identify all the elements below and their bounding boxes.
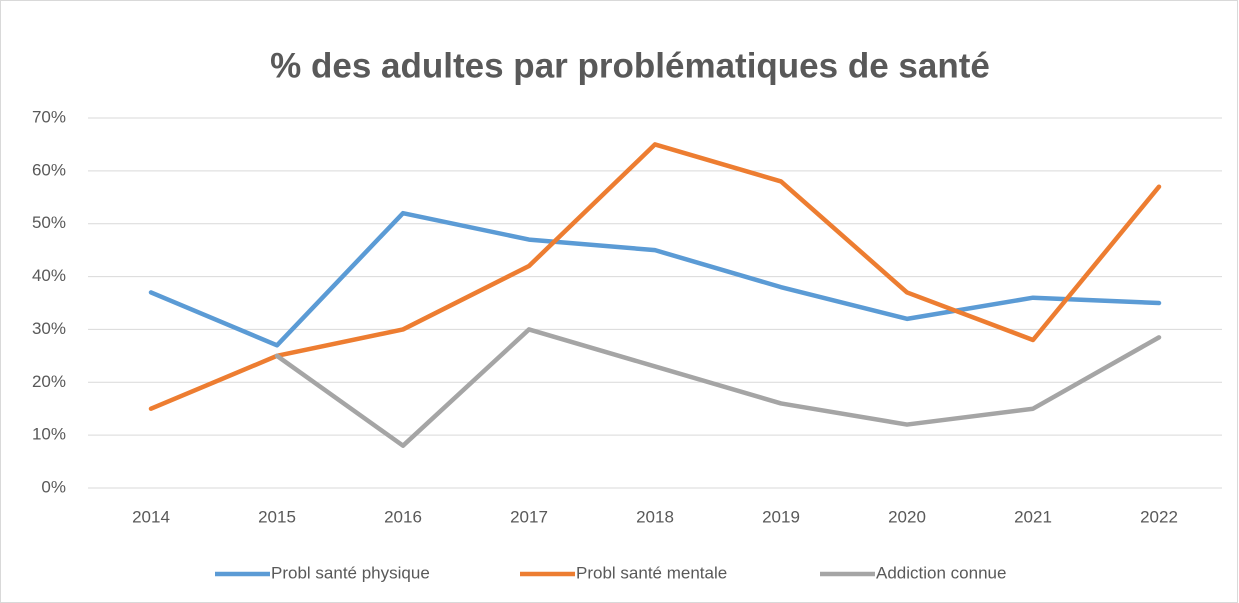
x-tick-label: 2022 xyxy=(1140,507,1178,526)
y-tick-label: 70% xyxy=(32,107,66,126)
x-tick-label: 2021 xyxy=(1014,507,1052,526)
y-tick-label: 50% xyxy=(32,213,66,232)
x-tick-label: 2017 xyxy=(510,507,548,526)
x-tick-label: 2015 xyxy=(258,507,296,526)
legend-label: Probl santé physique xyxy=(271,563,430,582)
y-tick-label: 10% xyxy=(32,425,66,444)
series-line xyxy=(274,327,1162,448)
y-tick-label: 40% xyxy=(32,266,66,285)
x-tick-label: 2019 xyxy=(762,507,800,526)
legend-label: Addiction connue xyxy=(876,563,1006,582)
chart-title: % des adultes par problématiques de sant… xyxy=(270,46,990,85)
x-tick-label: 2018 xyxy=(636,507,674,526)
x-tick-label: 2014 xyxy=(132,507,170,526)
x-tick-label: 2016 xyxy=(384,507,422,526)
x-tick-label: 2020 xyxy=(888,507,926,526)
y-tick-label: 60% xyxy=(32,160,66,179)
y-tick-label: 0% xyxy=(41,477,66,496)
y-tick-label: 30% xyxy=(32,319,66,338)
y-tick-label: 20% xyxy=(32,372,66,391)
series-line xyxy=(148,210,1162,348)
legend-label: Probl santé mentale xyxy=(576,563,727,582)
series-line xyxy=(148,142,1162,411)
